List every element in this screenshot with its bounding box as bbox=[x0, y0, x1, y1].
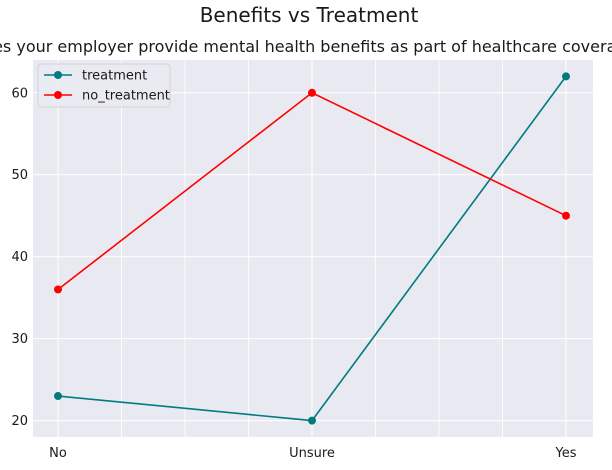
chart-title: does your employer provide mental health… bbox=[0, 37, 612, 56]
y-tick-label: 50 bbox=[11, 168, 28, 183]
data-point-no_treatment bbox=[562, 211, 570, 220]
plot-area bbox=[33, 60, 593, 437]
x-tick-label: No bbox=[49, 446, 67, 461]
y-tick-label: 60 bbox=[11, 86, 28, 101]
legend-marker-treatment bbox=[54, 71, 62, 79]
data-point-no_treatment bbox=[54, 285, 62, 294]
legend-marker-no_treatment bbox=[54, 91, 62, 99]
figure-title: Benefits vs Treatment bbox=[200, 3, 419, 27]
tick-labels: 20 30 40 50 60 No Unsure Yes bbox=[11, 86, 576, 461]
x-tick-label: Unsure bbox=[289, 446, 335, 461]
x-tick-label: Yes bbox=[555, 446, 577, 461]
legend: treatment no_treatment bbox=[37, 63, 171, 108]
legend-items: treatment no_treatment bbox=[44, 69, 170, 104]
y-tick-label: 20 bbox=[11, 414, 28, 429]
data-point-treatment bbox=[308, 416, 316, 425]
data-point-treatment bbox=[562, 72, 570, 81]
data-point-no_treatment bbox=[308, 88, 316, 97]
y-tick-label: 40 bbox=[11, 250, 28, 265]
series-layer bbox=[54, 72, 570, 425]
data-point-treatment bbox=[54, 392, 62, 401]
grid-lines bbox=[33, 60, 593, 437]
legend-label-no_treatment: no_treatment bbox=[82, 89, 170, 104]
legend-label-treatment: treatment bbox=[82, 69, 147, 84]
y-tick-label: 30 bbox=[11, 332, 28, 347]
